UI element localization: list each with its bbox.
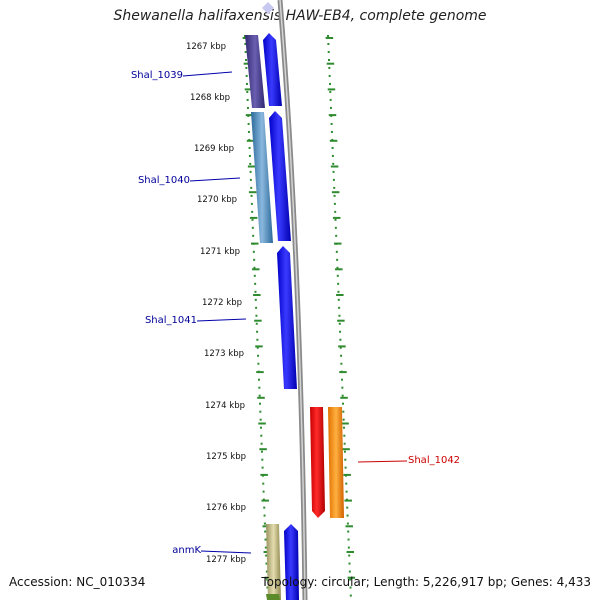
kbp-label: 1274 kbp (205, 401, 245, 411)
kbp-label: 1277 kbp (206, 555, 246, 565)
feature-shal-1042-orange (328, 407, 344, 518)
kbp-label: 1271 kbp (200, 247, 240, 257)
kbp-scale: 1267 kbp 1268 kbp 1269 kbp 1270 kbp 1271… (186, 42, 246, 565)
kbp-label: 1268 kbp (190, 93, 230, 103)
genome-summary-text: Topology: circular; Length: 5,226,917 bp… (261, 575, 591, 589)
cds-arrow-shal-1042 (310, 407, 325, 518)
accession-text: Accession: NC_010334 (9, 575, 146, 589)
kbp-label: 1269 kbp (194, 144, 234, 154)
feature-anmk-olive (266, 524, 281, 600)
gene-label-shal-1042[interactable]: Shal_1042 (408, 455, 461, 466)
left-tick-ring (242, 37, 273, 579)
top-marker (262, 2, 274, 14)
feature-shal-1039-dark (245, 35, 265, 108)
feature-shal-1040-teal (251, 112, 273, 243)
right-tick-ring (325, 37, 356, 579)
kbp-label: 1273 kbp (204, 349, 244, 359)
kbp-label: 1276 kbp (206, 503, 246, 513)
label-line-shal-1041 (196, 318, 247, 322)
label-line-shal-1042 (357, 460, 408, 463)
map-title: Shewanella halifaxensis HAW-EB4, complet… (113, 8, 487, 24)
gene-label-anmk[interactable]: anmK (172, 545, 201, 556)
gene-label-shal-1039[interactable]: Shal_1039 (130, 70, 183, 81)
cds-arrow-shal-1039 (263, 33, 282, 106)
cds-arrow-shal-1040 (269, 111, 291, 241)
kbp-label: 1267 kbp (186, 42, 226, 52)
label-line-shal-1039 (182, 71, 233, 77)
backbone-highlight (279, 0, 306, 600)
kbp-label: 1270 kbp (197, 195, 237, 205)
kbp-label: 1275 kbp (206, 452, 246, 462)
cds-arrow-anmk (284, 524, 299, 600)
label-line-shal-1040 (189, 177, 241, 182)
feature-anmk-green (266, 594, 280, 600)
kbp-label: 1272 kbp (202, 298, 242, 308)
label-line-anmk (200, 550, 252, 554)
gene-label-shal-1041[interactable]: Shal_1041 (144, 315, 197, 326)
gene-label-shal-1040[interactable]: Shal_1040 (137, 175, 190, 186)
cds-arrow-shal-1041 (277, 246, 297, 389)
